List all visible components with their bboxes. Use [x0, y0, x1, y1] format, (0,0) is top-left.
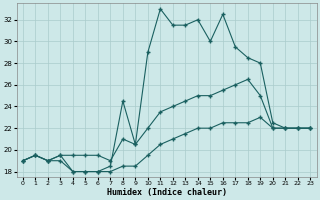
X-axis label: Humidex (Indice chaleur): Humidex (Indice chaleur): [107, 188, 227, 197]
